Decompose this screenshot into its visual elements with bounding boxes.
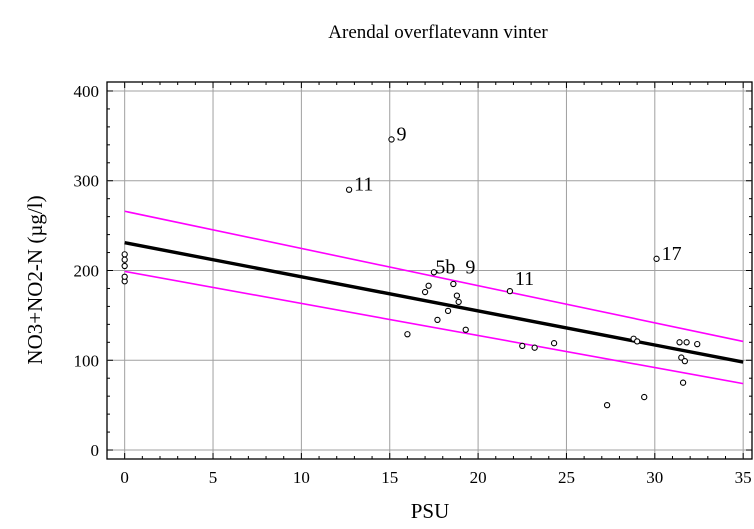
x-tick-label: 15 xyxy=(381,468,398,487)
point-annotation: 9 xyxy=(465,256,475,278)
y-tick-label: 0 xyxy=(91,441,100,460)
data-point xyxy=(506,287,514,295)
point-annotation: 9 xyxy=(397,123,407,145)
plot-area: 0 5 10 15 20 25 30 35 0 100 200 300 400 9 11 5b 9 11 17 xyxy=(74,81,753,487)
data-point xyxy=(633,338,641,345)
x-tick-label: 35 xyxy=(735,468,752,487)
y-tick-label: 300 xyxy=(74,172,100,191)
data-point xyxy=(519,342,526,350)
data-point xyxy=(388,136,395,143)
data-point xyxy=(425,282,432,289)
data-point xyxy=(434,316,441,324)
point-annotation: 17 xyxy=(662,243,682,265)
data-point xyxy=(455,298,462,306)
x-tick-label: 10 xyxy=(293,468,310,487)
x-tick-label: 30 xyxy=(646,468,663,487)
data-point xyxy=(121,256,128,263)
data-point xyxy=(121,273,128,280)
data-point xyxy=(345,186,353,193)
data-point xyxy=(462,326,469,333)
data-point xyxy=(531,344,538,351)
data-point xyxy=(450,280,457,288)
point-annotation: 11 xyxy=(515,268,534,290)
y-tick-label: 400 xyxy=(74,82,100,101)
data-point xyxy=(453,292,461,299)
data-point xyxy=(121,262,128,270)
data-point xyxy=(603,401,611,409)
data-point xyxy=(683,339,690,346)
point-annotation: 11 xyxy=(354,174,373,196)
data-point xyxy=(430,269,438,276)
x-axis-label: PSU xyxy=(411,499,450,523)
point-annotation: 5b xyxy=(435,256,455,278)
data-point xyxy=(550,340,558,347)
chart-title: Arendal overflatevann vinter xyxy=(328,22,548,43)
data-point xyxy=(121,251,128,258)
data-point xyxy=(653,255,660,262)
y-tick-label: 200 xyxy=(74,262,100,281)
y-tick-label: 100 xyxy=(74,351,100,370)
y-axis-label: NO3+NO2-N (µg/l) xyxy=(23,195,47,364)
data-point xyxy=(679,379,687,386)
data-point xyxy=(444,307,452,315)
x-tick-label: 20 xyxy=(470,468,487,487)
x-tick-label: 25 xyxy=(558,468,575,487)
x-tick-label: 0 xyxy=(120,468,129,487)
x-tick-label: 5 xyxy=(209,468,218,487)
upper-confidence-line xyxy=(124,210,744,343)
lower-confidence-line xyxy=(124,270,744,385)
data-point xyxy=(641,393,648,401)
data-point xyxy=(694,340,701,348)
data-point xyxy=(681,358,688,365)
data-point xyxy=(676,339,683,346)
data-point xyxy=(678,354,685,361)
data-point xyxy=(421,288,429,296)
data-point xyxy=(404,331,411,338)
